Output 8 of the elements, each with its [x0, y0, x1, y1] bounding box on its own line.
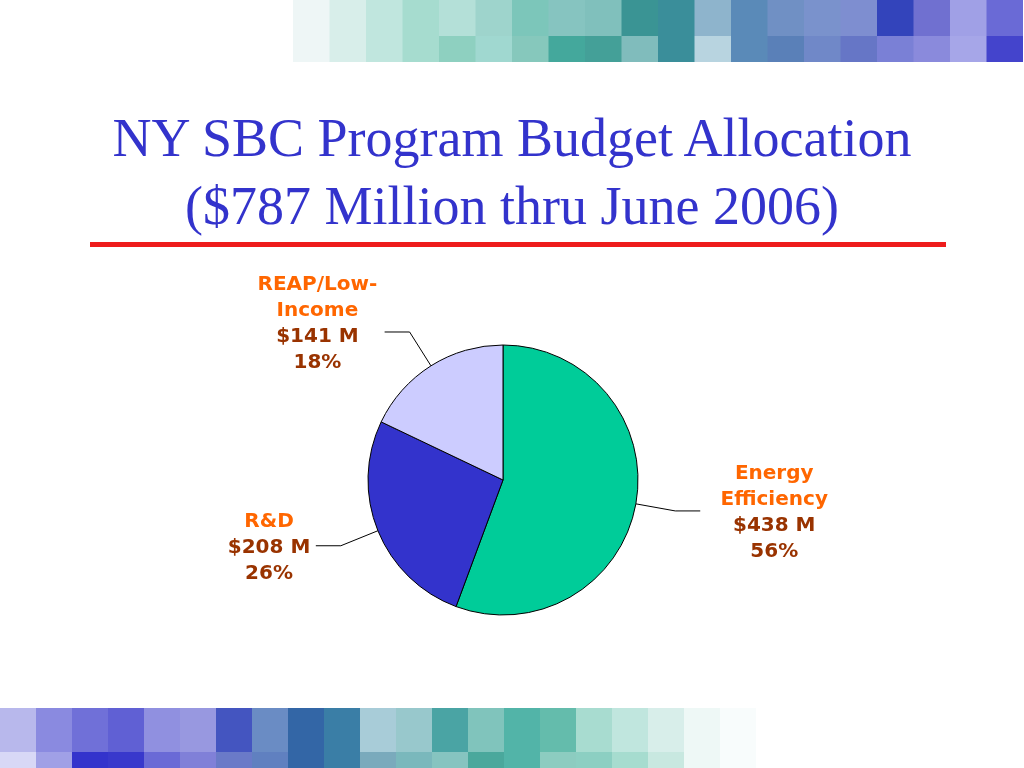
slice-label: R&D [244, 507, 294, 532]
data-label: $141 M 18% [276, 323, 359, 373]
chart-subtitle: ($787 Million thru June 2006) [184, 175, 840, 238]
data-label: $438 M 56% [732, 511, 816, 562]
slice-label: Energy Efficiency [720, 459, 828, 510]
data-label: $208 M 26% [227, 533, 311, 584]
slice-label: REAP/Low-Income [257, 271, 378, 321]
chart-title: NY SBC Program Budget Allocation [111, 107, 913, 170]
